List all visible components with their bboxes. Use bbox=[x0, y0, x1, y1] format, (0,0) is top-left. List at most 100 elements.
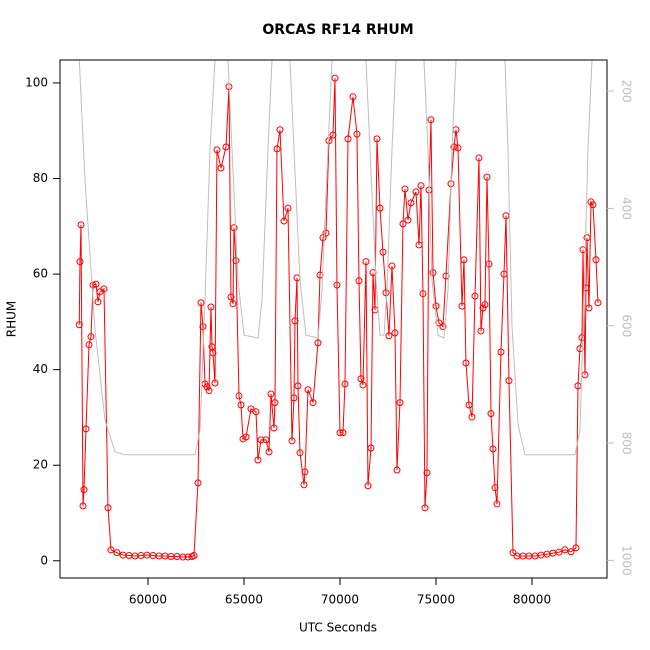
data-point bbox=[213, 146, 221, 154]
data-point bbox=[458, 302, 466, 310]
data-point bbox=[179, 553, 187, 561]
data-point bbox=[404, 216, 412, 224]
data-point bbox=[367, 444, 375, 452]
data-point bbox=[465, 401, 473, 409]
y2-tick-label: 400 bbox=[620, 197, 634, 220]
data-point bbox=[502, 212, 510, 220]
data-point bbox=[113, 549, 121, 557]
data-point bbox=[376, 204, 384, 212]
data-point bbox=[391, 329, 399, 337]
data-point bbox=[329, 131, 337, 139]
data-point bbox=[423, 469, 431, 477]
data-point bbox=[77, 221, 85, 229]
data-point bbox=[107, 546, 115, 554]
data-point bbox=[229, 300, 237, 308]
x-tick-label: 75000 bbox=[417, 593, 455, 607]
data-point bbox=[401, 185, 409, 193]
data-point bbox=[353, 130, 361, 138]
data-point bbox=[359, 381, 367, 389]
data-point bbox=[572, 544, 580, 552]
data-point bbox=[232, 257, 240, 265]
data-point bbox=[254, 456, 262, 464]
data-point bbox=[75, 321, 83, 329]
data-point bbox=[362, 258, 370, 266]
data-point bbox=[412, 188, 420, 196]
data-point bbox=[373, 135, 381, 143]
data-point bbox=[309, 399, 317, 407]
data-point bbox=[235, 392, 243, 400]
data-point bbox=[454, 144, 462, 152]
data-point bbox=[336, 429, 344, 437]
data-point bbox=[442, 272, 450, 280]
data-point bbox=[276, 126, 284, 134]
data-point bbox=[407, 199, 415, 207]
data-point bbox=[429, 269, 437, 277]
data-point bbox=[592, 256, 600, 264]
data-point bbox=[427, 116, 435, 124]
pressure-line bbox=[78, 60, 593, 456]
data-point bbox=[468, 413, 476, 421]
data-point bbox=[257, 436, 265, 444]
data-point bbox=[203, 383, 211, 391]
data-point bbox=[399, 220, 407, 228]
data-point bbox=[396, 399, 404, 407]
plot-area bbox=[75, 60, 602, 561]
data-point bbox=[388, 262, 396, 270]
data-point bbox=[227, 293, 235, 301]
x-tick-label: 70000 bbox=[321, 593, 359, 607]
data-point bbox=[339, 429, 347, 437]
data-point bbox=[500, 270, 508, 278]
data-point bbox=[262, 436, 270, 444]
data-point bbox=[483, 173, 491, 181]
data-point bbox=[585, 304, 593, 312]
data-point bbox=[385, 332, 393, 340]
data-point bbox=[290, 394, 298, 402]
data-point bbox=[217, 164, 225, 172]
data-point bbox=[460, 256, 468, 264]
data-point bbox=[485, 260, 493, 268]
y2-tick-label: 600 bbox=[620, 314, 634, 337]
data-point bbox=[331, 74, 339, 82]
y2-tick-label: 1000 bbox=[620, 545, 634, 576]
data-point bbox=[284, 204, 292, 212]
data-point bbox=[100, 285, 108, 293]
data-point bbox=[205, 387, 213, 395]
data-point bbox=[291, 317, 299, 325]
data-point bbox=[104, 504, 112, 512]
data-point bbox=[555, 548, 563, 556]
data-point bbox=[435, 319, 443, 327]
y2-tick-label: 800 bbox=[620, 432, 634, 455]
data-point bbox=[280, 217, 288, 225]
data-point bbox=[252, 408, 260, 416]
data-point bbox=[199, 323, 207, 331]
y-tick-label: 40 bbox=[33, 362, 48, 376]
data-point bbox=[197, 299, 205, 307]
data-point bbox=[89, 281, 97, 289]
data-point bbox=[364, 482, 372, 490]
y2-tick-label: 200 bbox=[620, 80, 634, 103]
data-point bbox=[242, 433, 250, 441]
data-point bbox=[487, 410, 495, 418]
data-point bbox=[207, 303, 215, 311]
data-point bbox=[94, 298, 102, 306]
data-point bbox=[304, 386, 312, 394]
data-point bbox=[379, 248, 387, 256]
data-point bbox=[209, 349, 217, 357]
data-point bbox=[415, 241, 423, 249]
data-point bbox=[79, 502, 87, 510]
data-point bbox=[578, 334, 586, 342]
data-point bbox=[237, 401, 245, 409]
data-point bbox=[505, 377, 513, 385]
y-tick-label: 80 bbox=[33, 171, 48, 185]
chart-title: ORCAS RF14 RHUM bbox=[262, 22, 413, 38]
data-point bbox=[582, 284, 590, 292]
data-point bbox=[271, 399, 279, 407]
y-tick-label: 20 bbox=[33, 458, 48, 472]
data-point bbox=[92, 280, 100, 288]
data-point bbox=[355, 277, 363, 285]
data-point bbox=[222, 143, 230, 151]
x-axis-label: UTC Seconds bbox=[299, 621, 377, 635]
data-point bbox=[357, 375, 365, 383]
data-point bbox=[489, 445, 497, 453]
data-point bbox=[477, 327, 485, 335]
